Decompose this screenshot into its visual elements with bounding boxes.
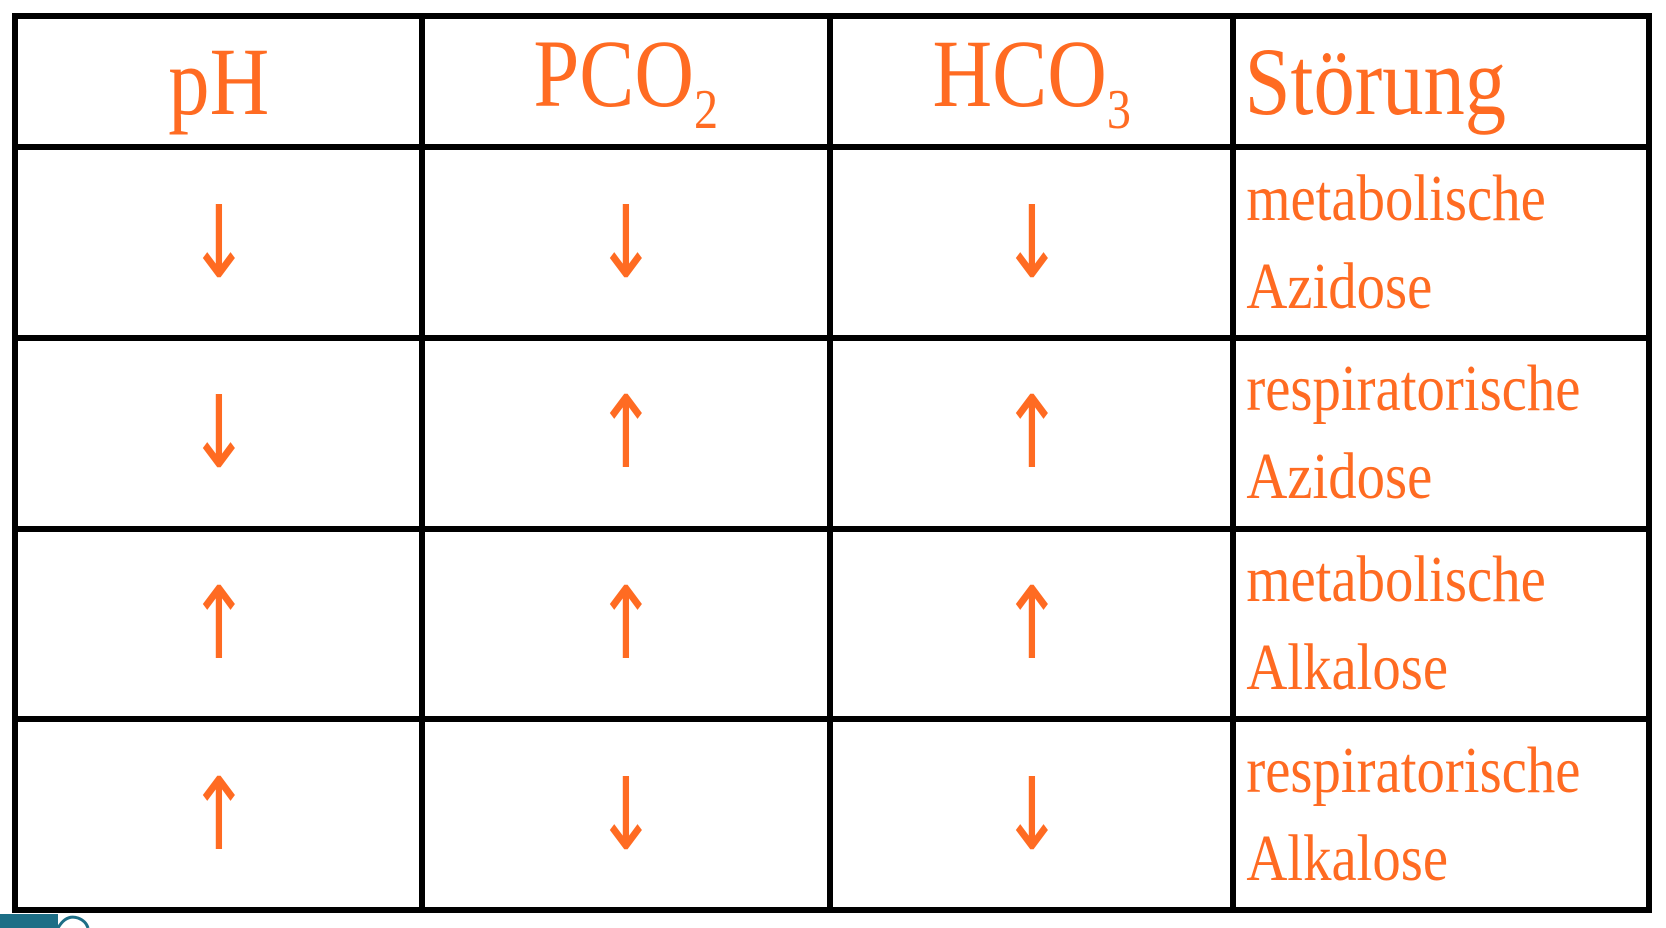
disorder-cell: respiratorische Azidose — [1230, 334, 1652, 532]
hco3-cell: ↑ — [826, 334, 1237, 532]
disorder-label: metabolische Azidose — [1236, 155, 1588, 331]
table-row: ↑ ↓ ↓ respiratorische Alkalose — [11, 716, 1652, 913]
table-row: ↑ ↑ ↑ metabolische Alkalose — [11, 525, 1652, 723]
header-disorder-cell: Störung — [1230, 12, 1652, 151]
disorder-label: metabolische Alkalose — [1236, 536, 1588, 712]
header-pco2: PCO2 — [454, 25, 799, 141]
pco2-arrow-icon: ↓ — [594, 183, 658, 301]
disorder-line2: Alkalose — [1246, 821, 1449, 895]
ph-arrow-icon: ↓ — [187, 374, 251, 492]
hco3-cell: ↓ — [826, 144, 1237, 341]
header-hco3-cell: HCO3 — [826, 12, 1237, 151]
header-hco3-main: HCO — [932, 19, 1107, 127]
disorder-cell: metabolische Azidose — [1230, 144, 1652, 341]
disorder-line1: respiratorische — [1246, 733, 1581, 807]
table-row: ↓ ↑ ↑ respiratorische Azidose — [11, 334, 1652, 532]
pco2-cell: ↓ — [419, 716, 833, 913]
table-row: ↓ ↓ ↓ metabolische Azidose — [11, 144, 1652, 341]
header-row: pH PCO2 HCO3 Störung — [11, 12, 1652, 151]
header-ph-cell: pH — [11, 12, 426, 151]
ph-cell: ↓ — [11, 144, 426, 341]
header-hco3-subscript: 3 — [1106, 78, 1131, 141]
header-pco2-cell: PCO2 — [419, 12, 833, 151]
disorder-cell: respiratorische Alkalose — [1230, 716, 1652, 913]
header-hco3: HCO3 — [861, 25, 1203, 141]
header-pco2-main: PCO — [533, 19, 695, 127]
ph-arrow-icon: ↑ — [187, 564, 251, 682]
corner-decoration-curve — [56, 915, 90, 928]
header-disorder: Störung — [1245, 27, 1507, 135]
ph-cell: ↓ — [11, 334, 426, 532]
pco2-cell: ↑ — [419, 525, 833, 723]
hco3-arrow-icon: ↑ — [1000, 374, 1064, 492]
ph-arrow-icon: ↓ — [187, 183, 251, 301]
disorder-line1: metabolische — [1246, 542, 1547, 616]
header-pco2-subscript: 2 — [694, 78, 719, 141]
ph-arrow-icon: ↑ — [187, 755, 251, 873]
ph-cell: ↑ — [11, 525, 426, 723]
corner-decoration-bar — [0, 914, 58, 928]
pco2-arrow-icon: ↓ — [594, 755, 658, 873]
hco3-arrow-icon: ↑ — [1000, 564, 1064, 682]
disorder-label: respiratorische Alkalose — [1236, 727, 1588, 903]
hco3-arrow-icon: ↓ — [1000, 183, 1064, 301]
acid-base-table: pH PCO2 HCO3 Störung ↓ ↓ ↓ metabolische A… — [11, 12, 1652, 913]
disorder-line2: Alkalose — [1246, 630, 1449, 704]
disorder-line2: Azidose — [1246, 249, 1433, 323]
pco2-cell: ↑ — [419, 334, 833, 532]
hco3-cell: ↓ — [826, 716, 1237, 913]
header-ph: pH — [168, 27, 270, 135]
hco3-cell: ↑ — [826, 525, 1237, 723]
pco2-cell: ↓ — [419, 144, 833, 341]
ph-cell: ↑ — [11, 716, 426, 913]
disorder-line1: respiratorische — [1246, 352, 1581, 426]
disorder-cell: metabolische Alkalose — [1230, 525, 1652, 723]
disorder-line2: Azidose — [1246, 440, 1433, 514]
pco2-arrow-icon: ↑ — [594, 374, 658, 492]
hco3-arrow-icon: ↓ — [1000, 755, 1064, 873]
pco2-arrow-icon: ↑ — [594, 564, 658, 682]
disorder-line1: metabolische — [1246, 161, 1547, 235]
disorder-label: respiratorische Azidose — [1236, 345, 1588, 521]
corner-decoration-icon — [0, 914, 90, 928]
